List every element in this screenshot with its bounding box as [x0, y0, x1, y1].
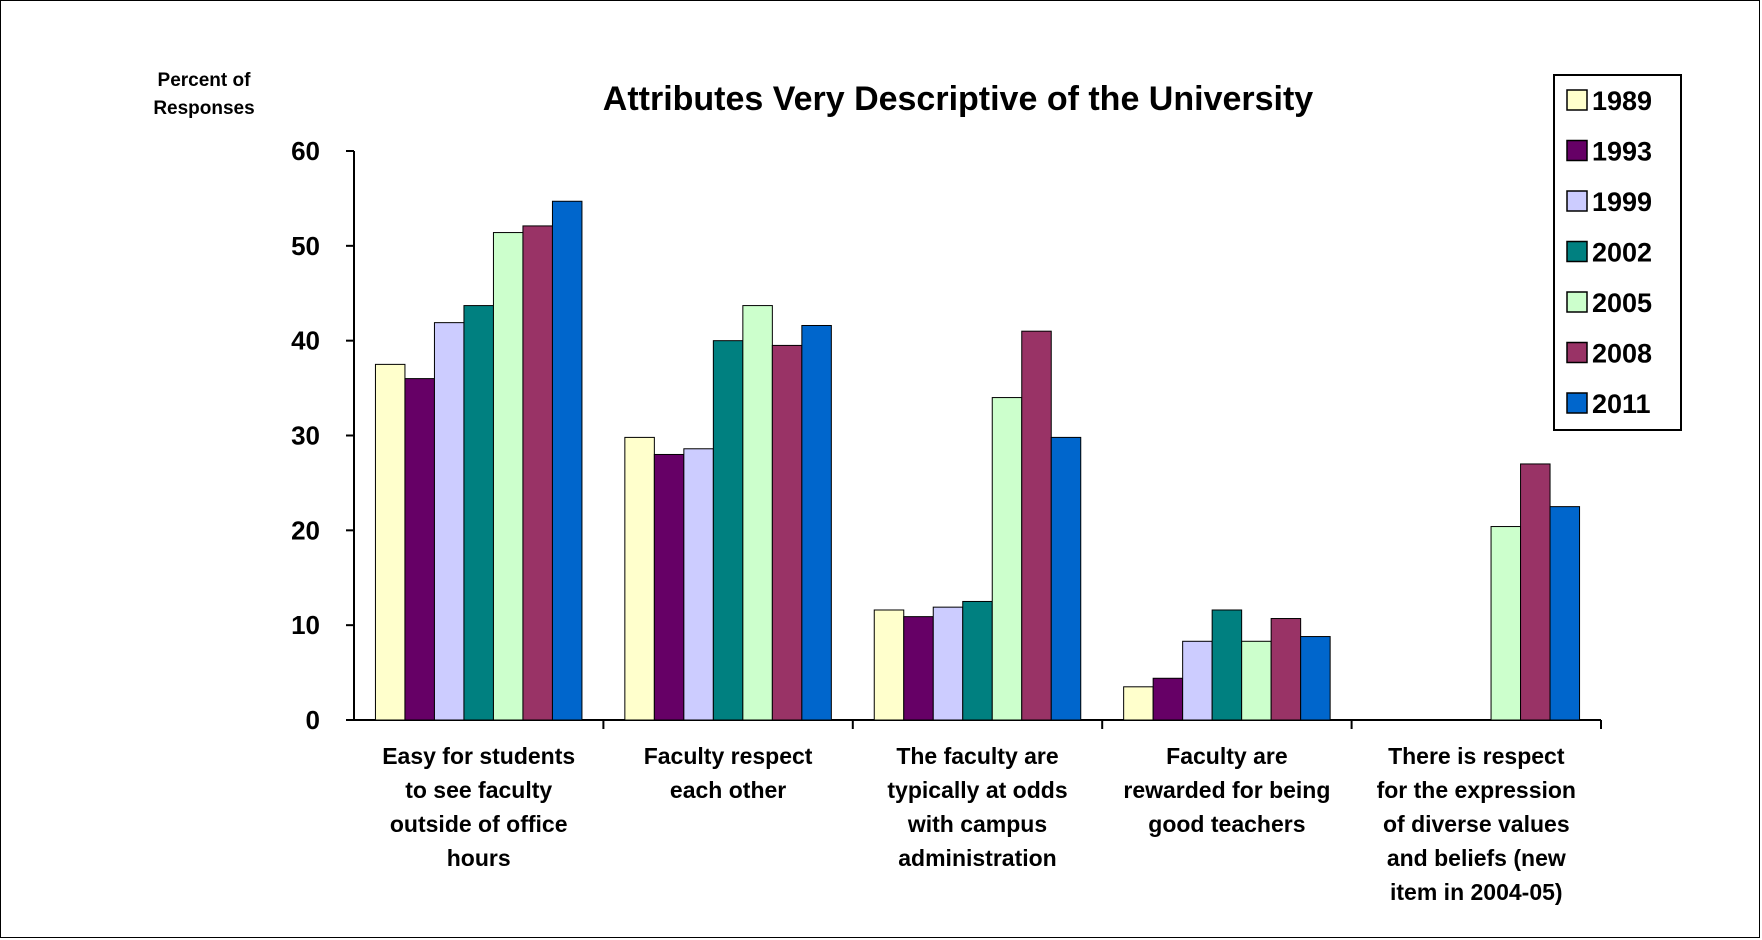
legend-swatch-1989: [1566, 89, 1588, 111]
legend-label: 2008: [1592, 339, 1652, 369]
legend-label: 1993: [1592, 137, 1652, 167]
bars: [374, 200, 1581, 721]
chart-title: Attributes Very Descriptive of the Unive…: [603, 80, 1314, 118]
bar-2002: [712, 340, 744, 721]
legend-swatch-2002: [1566, 240, 1588, 263]
legend: 1989 1993 1999 2002 2005 2008 2011: [1553, 74, 1682, 431]
legend-label: 2002: [1592, 238, 1652, 268]
x-category-label: The faculty are typically at odds with cam…: [887, 743, 1067, 871]
legend-label: 1989: [1592, 86, 1652, 116]
bar-2008: [1021, 330, 1052, 721]
bar-1999: [932, 606, 964, 721]
y-tick-label: 20: [291, 515, 320, 545]
legend-label: 2011: [1592, 389, 1651, 419]
bar-1993: [404, 378, 435, 721]
bar-1989: [624, 436, 655, 721]
bar-2008: [1270, 618, 1302, 721]
x-category-label: Faculty respect each other: [644, 743, 813, 803]
y-tick-label: 50: [291, 231, 320, 261]
y-axis-label-line: Responses: [153, 98, 254, 119]
bar-2011: [1300, 636, 1331, 721]
y-tick-label: 60: [291, 136, 320, 166]
x-axis-categories: Easy for students to see faculty outside o…: [382, 743, 1576, 905]
legend-label: 1999: [1592, 187, 1652, 217]
bar-2005: [1490, 526, 1522, 721]
x-category-label: Easy for students to see faculty outside o…: [382, 743, 575, 871]
bar-2005: [742, 305, 773, 721]
bar-2002: [463, 305, 494, 721]
legend-swatch-2011: [1566, 392, 1588, 414]
y-tick-label: 30: [291, 421, 320, 451]
bar-1989: [873, 609, 905, 721]
bar-1999: [1182, 640, 1213, 721]
bar-1999: [433, 322, 465, 721]
legend-swatch-2005: [1566, 291, 1588, 313]
bar-2011: [801, 324, 832, 721]
bar-2008: [771, 344, 803, 721]
y-tick-label: 0: [306, 705, 320, 735]
y-axis-ticks: 0 10 20 30 40 50 60: [291, 136, 354, 735]
bar-2005: [1241, 640, 1272, 721]
bar-2002: [1211, 609, 1243, 721]
bar-2011: [1050, 436, 1082, 721]
bar-2002: [962, 600, 993, 721]
x-category-label: Faculty are rewarded for being good teache…: [1123, 743, 1330, 837]
bar-2011: [551, 200, 583, 721]
bar-1989: [1123, 686, 1154, 721]
legend-swatch-1993: [1566, 139, 1588, 162]
bar-2005: [492, 232, 524, 721]
bar-2008: [522, 225, 553, 721]
y-axis-label-line: Percent of: [158, 70, 252, 91]
legend-swatch-2008: [1566, 341, 1588, 364]
x-category-label: There is respect for the expression of div…: [1377, 743, 1576, 905]
y-tick-label: 40: [291, 326, 320, 356]
bar-2008: [1520, 463, 1551, 721]
legend-swatch-1999: [1566, 190, 1588, 212]
bar-1993: [1152, 677, 1184, 721]
bar-1999: [683, 448, 714, 721]
bar-2005: [991, 397, 1023, 721]
bar-2011: [1549, 506, 1581, 721]
bar-1993: [903, 616, 934, 721]
bar-1993: [653, 453, 685, 721]
y-axis-label: Percent of Responses: [153, 70, 254, 119]
legend-label: 2005: [1592, 288, 1652, 318]
bar-1989: [374, 363, 406, 721]
y-tick-label: 10: [291, 610, 320, 640]
